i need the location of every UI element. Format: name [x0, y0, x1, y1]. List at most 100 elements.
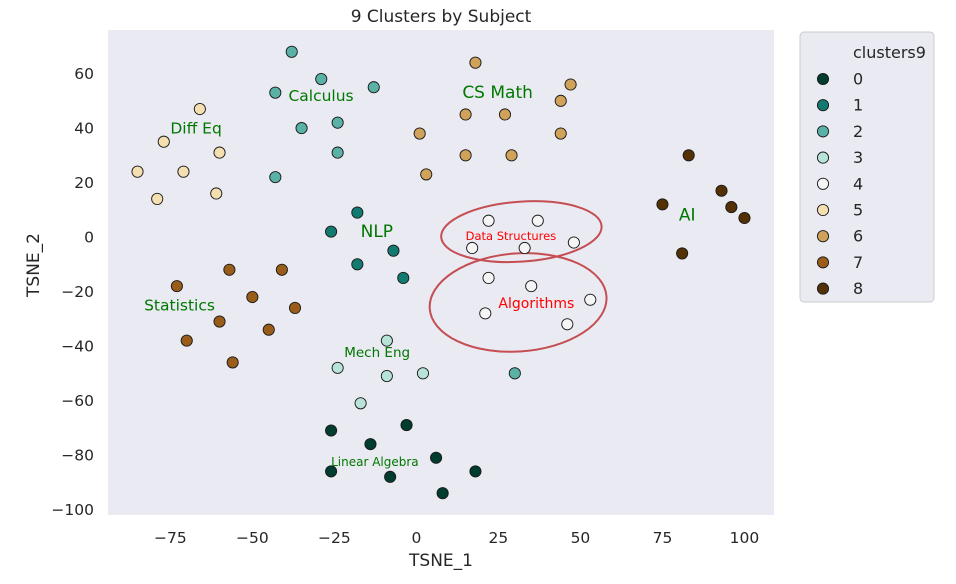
data-point-cluster-4	[561, 318, 574, 331]
legend-marker	[816, 256, 830, 269]
legend-marker	[816, 125, 830, 138]
data-point-cluster-0	[400, 419, 413, 432]
highlight-ellipses	[428, 200, 608, 353]
y-tick-label: −40	[61, 338, 94, 356]
data-point-cluster-4	[525, 280, 538, 293]
data-point-cluster-6	[459, 149, 472, 162]
annotation-label: AI	[679, 206, 696, 226]
legend-entry-label: 0	[853, 70, 863, 89]
data-point-cluster-4	[518, 241, 531, 255]
data-point-cluster-7	[246, 290, 259, 304]
annotation-label: Calculus	[288, 87, 353, 105]
data-point-cluster-8	[725, 201, 738, 214]
x-tick-label: 0	[411, 529, 421, 547]
data-point-cluster-4	[482, 214, 495, 227]
data-point-cluster-6	[564, 78, 577, 91]
data-point-cluster-2	[269, 86, 282, 99]
data-points	[131, 45, 751, 500]
data-point-cluster-5	[177, 165, 190, 178]
data-point-cluster-6	[413, 127, 426, 140]
data-point-cluster-0	[469, 465, 482, 478]
data-point-cluster-6	[459, 108, 472, 121]
y-tick-label: 40	[74, 120, 94, 138]
x-axis-label: TSNE_1	[408, 551, 473, 571]
data-point-cluster-8	[656, 198, 669, 211]
data-point-cluster-7	[275, 263, 288, 276]
x-axis-ticks: −75 −50 −25 0 25 50 75 100	[154, 529, 759, 547]
x-tick-label: 100	[730, 529, 760, 547]
annotation-label: CS Math	[462, 83, 533, 103]
highlight-ellipse	[428, 252, 608, 353]
data-point-cluster-0	[325, 465, 338, 478]
legend-entry-label: 7	[853, 253, 863, 272]
data-point-cluster-3	[380, 334, 393, 347]
data-point-cluster-3	[416, 367, 430, 380]
x-tick-label: 25	[489, 529, 509, 547]
data-point-cluster-5	[193, 102, 206, 116]
data-point-cluster-7	[223, 263, 236, 276]
data-point-cluster-4	[482, 271, 495, 284]
data-point-cluster-1	[351, 258, 364, 271]
data-point-cluster-7	[170, 280, 183, 293]
data-point-cluster-6	[469, 56, 482, 69]
legend-entry-label: 3	[853, 148, 863, 167]
legend-items: 0 1 2 3 4 5 6 7 8	[816, 70, 863, 298]
data-point-cluster-3	[354, 397, 367, 410]
annotation-label: Statistics	[144, 297, 215, 315]
data-point-cluster-6	[498, 108, 512, 121]
data-point-cluster-8	[715, 184, 728, 197]
data-point-cluster-7	[288, 301, 302, 314]
data-point-cluster-7	[262, 323, 275, 336]
y-axis-label: TSNE_2	[24, 233, 44, 298]
data-point-cluster-2	[269, 171, 282, 184]
data-point-cluster-0	[384, 470, 397, 483]
plot-area	[108, 30, 774, 515]
legend-marker	[816, 177, 830, 190]
y-tick-label: 60	[74, 65, 94, 83]
data-point-cluster-1	[351, 206, 364, 219]
data-point-cluster-7	[226, 356, 239, 369]
legend-entry-label: 2	[853, 122, 863, 141]
y-tick-label: 0	[84, 229, 94, 247]
legend-marker	[816, 151, 830, 164]
data-point-cluster-6	[505, 149, 518, 162]
annotation-label: Linear Algebra	[331, 455, 419, 469]
legend: clusters9 0 1 2 3 4 5 6 7 8	[799, 31, 935, 303]
data-point-cluster-3	[380, 369, 393, 383]
x-tick-label: −75	[154, 529, 187, 547]
y-tick-label: −80	[61, 447, 94, 465]
data-point-cluster-0	[364, 438, 377, 451]
y-tick-label: −60	[61, 392, 94, 410]
annotation-label: Data Structures	[466, 229, 557, 243]
chart-title: 9 Clusters by Subject	[351, 7, 532, 27]
data-point-cluster-8	[676, 247, 689, 260]
legend-marker	[816, 72, 830, 86]
legend-marker	[816, 282, 830, 295]
legend-entry-label: 6	[853, 227, 863, 246]
data-point-cluster-2	[331, 146, 344, 159]
data-point-cluster-5	[157, 135, 170, 148]
data-point-cluster-5	[151, 192, 164, 205]
data-point-cluster-5	[210, 187, 223, 200]
data-point-cluster-5	[213, 146, 226, 159]
annotation-label: Diff Eq	[170, 120, 221, 138]
legend-box	[799, 31, 935, 303]
data-point-cluster-4	[567, 236, 580, 249]
legend-title: clusters9	[853, 43, 926, 62]
annotation-label: Algorithms	[498, 296, 574, 312]
data-point-cluster-2	[367, 81, 380, 94]
y-tick-label: −20	[61, 283, 94, 301]
legend-marker	[816, 230, 830, 243]
y-tick-label: 20	[74, 174, 94, 192]
data-point-cluster-3	[331, 361, 344, 374]
data-point-cluster-2	[331, 116, 344, 129]
x-tick-label: 50	[571, 529, 591, 547]
data-point-cluster-4	[479, 307, 492, 320]
legend-entry-label: 8	[853, 279, 863, 298]
annotation-label: NLP	[361, 222, 393, 242]
annotation-label: Mech Eng	[344, 345, 410, 361]
cluster-annotations: Calculus CS Math Diff Eq NLP AI Statistics Mec…	[144, 83, 695, 469]
x-tick-label: −25	[318, 529, 351, 547]
data-point-cluster-1	[387, 244, 400, 257]
